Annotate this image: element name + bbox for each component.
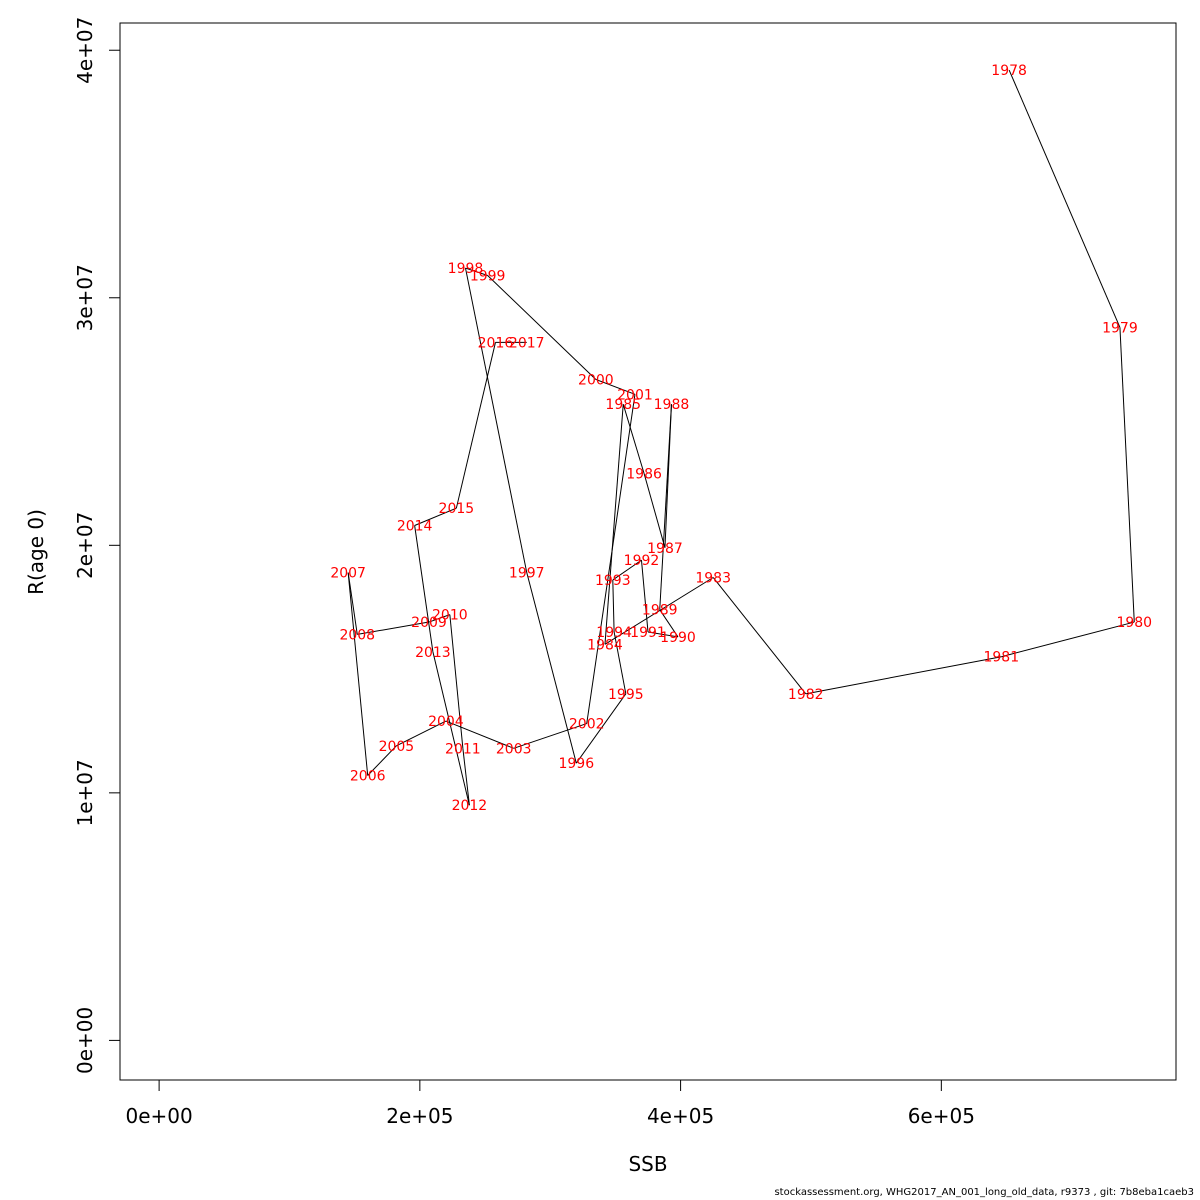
series-segment — [640, 560, 649, 632]
series-segment — [622, 404, 645, 474]
series-segment — [595, 378, 636, 395]
series-segment — [612, 579, 615, 632]
point-label: 2002 — [569, 717, 605, 733]
x-tick-label: 0e+00 — [125, 1104, 192, 1128]
point-label: 1998 — [448, 261, 484, 277]
point-label: 2012 — [452, 798, 488, 814]
series-segment — [462, 748, 470, 806]
x-tick-label: 2e+05 — [386, 1104, 453, 1128]
point-label: 1994 — [596, 625, 632, 641]
series-segment — [513, 723, 587, 749]
point-label: 2000 — [578, 372, 614, 388]
series-segment — [613, 631, 627, 694]
point-label: 2017 — [509, 335, 545, 351]
point-label: 1979 — [1102, 320, 1138, 336]
y-tick-label: 1e+07 — [73, 759, 97, 826]
footer-caption: stockassessment.org, WHG2017_AN_001_long… — [774, 1187, 1194, 1198]
point-label: 1999 — [470, 268, 506, 284]
series-segment — [659, 609, 679, 638]
series-segment — [575, 693, 627, 764]
series-segment — [586, 394, 636, 724]
series-segment — [604, 577, 714, 645]
series-segment — [659, 404, 672, 610]
series-segment — [347, 572, 369, 776]
point-label: 2001 — [617, 387, 653, 403]
point-label: 2007 — [330, 566, 366, 582]
point-label: 1995 — [608, 687, 644, 703]
point-label: 1981 — [983, 650, 1019, 666]
point-label: 1997 — [509, 566, 545, 582]
point-label: 1989 — [642, 603, 678, 619]
series-segment — [357, 621, 430, 635]
point-label: 1990 — [660, 630, 696, 646]
point-label: 1991 — [630, 625, 666, 641]
series-segment — [1008, 69, 1121, 328]
series-segment — [805, 656, 1002, 695]
point-label: 2004 — [428, 714, 464, 730]
y-tick-label: 3e+07 — [73, 264, 97, 331]
point-label: 1988 — [654, 397, 690, 413]
series-segment — [1001, 621, 1135, 658]
series-segment — [414, 525, 434, 652]
series-segment — [647, 631, 679, 638]
series-segment — [526, 572, 577, 764]
point-label: 1982 — [788, 687, 824, 703]
point-label: 1986 — [626, 467, 662, 483]
point-label: 1992 — [624, 553, 660, 569]
series-segment — [428, 614, 451, 623]
point-label: 2010 — [432, 608, 468, 624]
series-segment — [612, 559, 642, 581]
point-label: 1980 — [1116, 615, 1152, 631]
series-segment — [367, 745, 397, 776]
series-segment — [464, 267, 528, 573]
point-label: 2009 — [411, 615, 447, 631]
point-label: 2015 — [439, 501, 475, 517]
series-segment — [455, 342, 496, 509]
x-tick-label: 6e+05 — [908, 1104, 975, 1128]
x-axis-title: SSB — [628, 1152, 667, 1176]
point-label: 2003 — [496, 741, 532, 757]
x-axis: 0e+00 2e+05 4e+05 6e+05 — [125, 1079, 975, 1128]
point-label: 1978 — [991, 63, 1027, 79]
point-label: 1984 — [587, 637, 623, 653]
point-label: 2011 — [445, 741, 481, 757]
series-segment — [1119, 327, 1135, 623]
series-segment — [712, 577, 807, 695]
point-label: 2006 — [350, 769, 386, 785]
series-segment — [604, 404, 624, 645]
series-segment — [396, 720, 447, 747]
series-segment — [445, 720, 514, 749]
point-label: 2013 — [415, 645, 451, 661]
point-label: 2008 — [339, 627, 375, 643]
point-label: 2005 — [379, 739, 415, 755]
y-tick-label: 0e+00 — [73, 1007, 97, 1074]
point-label: 1985 — [605, 397, 641, 413]
y-axis-title: R(age 0) — [24, 509, 48, 595]
series-path-group — [347, 69, 1135, 806]
series-segment — [449, 614, 464, 749]
point-label: 1983 — [695, 570, 731, 586]
y-tick-label: 4e+07 — [73, 17, 97, 84]
y-tick-label: 2e+07 — [73, 512, 97, 579]
point-label: 1993 — [595, 573, 631, 589]
point-label: 1987 — [647, 541, 683, 557]
point-label: 2014 — [397, 519, 433, 535]
series-segment — [487, 275, 597, 380]
series-segment — [643, 473, 666, 548]
point-label-group: 1978 1979 1980 1981 1982 1983 1984 1985 1986 1987… — [330, 63, 1152, 814]
point-label: 2016 — [478, 335, 514, 351]
point-label: 1996 — [558, 756, 594, 772]
series-segment — [347, 572, 358, 635]
x-tick-label: 4e+05 — [647, 1104, 714, 1128]
series-segment — [414, 507, 457, 526]
series-segment — [465, 267, 488, 276]
series-segment — [432, 651, 470, 806]
y-axis: 0e+00 1e+07 2e+07 3e+07 4e+07 — [73, 17, 121, 1074]
